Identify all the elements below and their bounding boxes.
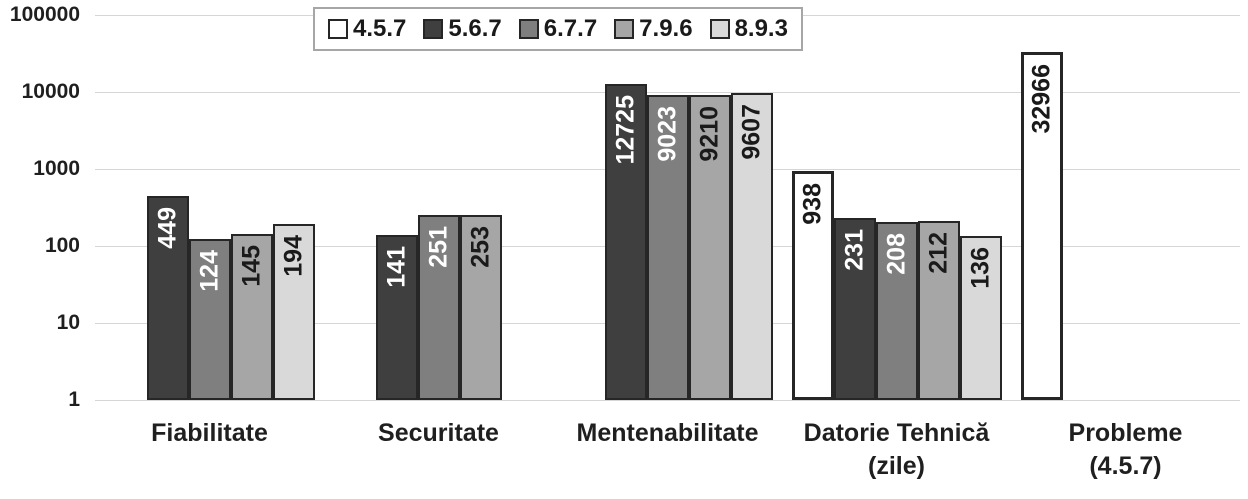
y-tick-label: 100 xyxy=(44,234,80,257)
legend-label: 6.7.7 xyxy=(543,15,598,42)
legend-entry-4.5.7: 4.5.7 xyxy=(328,17,406,41)
bar-6.7.7: 124 xyxy=(188,238,231,400)
bar-group-probleme: 32966 xyxy=(1011,15,1240,400)
x-category-label: Fiabilitate xyxy=(95,400,324,483)
bar-5.6.7: 141 xyxy=(375,234,418,400)
bar-value-label: 251 xyxy=(424,226,452,268)
legend-swatch-icon xyxy=(423,19,444,39)
bar-slot: 9607 xyxy=(730,93,773,400)
legend-label: 7.9.6 xyxy=(639,15,693,42)
bar-slot: 141 xyxy=(375,234,418,400)
bar-group-datorie-tehnic-: 938 231 208 212 136 xyxy=(782,15,1011,400)
legend-swatch-icon xyxy=(614,19,635,39)
bar-group-fiabilitate: 449 124 145 194 xyxy=(95,15,324,400)
bar-8.9.3: 9607 xyxy=(730,93,773,400)
bar-slot: 12725 xyxy=(604,83,647,400)
legend-entry-7.9.6: 7.9.6 xyxy=(614,15,693,42)
x-category-label: Securitate xyxy=(324,400,553,483)
bar-7.9.6: 9210 xyxy=(688,94,731,400)
bar-6.7.7: 9023 xyxy=(646,95,689,400)
x-category-label: Datorie Tehnică (zile) xyxy=(782,400,1011,483)
legend-entry-6.7.7: 6.7.7 xyxy=(518,15,598,42)
bar-value-label: 9607 xyxy=(737,104,765,160)
bar-group-securitate: 141 251 253 xyxy=(324,15,553,400)
y-axis: 100000 10000 1000 100 10 1 xyxy=(0,0,80,499)
bar-slot: 32966 xyxy=(1020,52,1063,400)
y-tick-label: 10000 xyxy=(21,80,80,103)
y-tick-label: 1 xyxy=(68,388,80,411)
bar-slot: 231 xyxy=(833,218,876,400)
bar-7.9.6: 145 xyxy=(230,233,273,400)
plot-area: 449 124 145 194 141 251 253 12725 9023 9210 9607 93… xyxy=(95,15,1240,401)
bar-value-label: 9210 xyxy=(695,105,723,162)
x-category-label-line1: Securitate xyxy=(378,419,499,447)
legend-swatch-icon xyxy=(328,19,348,39)
bar-slot: 124 xyxy=(188,238,231,400)
bar-5.6.7: 449 xyxy=(146,195,189,400)
bar-5.6.7: 231 xyxy=(833,218,876,400)
bar-slot: 449 xyxy=(146,195,189,400)
bar-7.9.6: 253 xyxy=(459,215,502,400)
bar-slot: 938 xyxy=(791,171,834,400)
legend-label: 4.5.7 xyxy=(353,15,407,42)
bar-value-label: 208 xyxy=(882,232,910,275)
bar-value-label: 9023 xyxy=(653,106,681,163)
bar-slot: 136 xyxy=(959,235,1002,400)
bar-8.9.3: 136 xyxy=(959,235,1002,400)
bar-value-label: 136 xyxy=(966,246,994,289)
x-category-label-line2: (4.5.7) xyxy=(1089,452,1162,480)
bar-value-label: 231 xyxy=(840,229,868,271)
bar-value-label: 12725 xyxy=(611,94,639,165)
gridline xyxy=(95,92,1240,93)
legend-entry-5.6.7: 5.6.7 xyxy=(423,15,502,42)
bar-value-label: 449 xyxy=(153,206,181,249)
x-category-label-line1: Mentenabilitate xyxy=(576,419,759,447)
bar-slot: 208 xyxy=(875,221,918,400)
bar-value-label: 141 xyxy=(382,245,410,288)
x-category-label: Probleme (4.5.7) xyxy=(1011,400,1240,483)
bar-7.9.6: 212 xyxy=(917,220,960,400)
bar-slot: 145 xyxy=(230,233,273,400)
bar-value-label: 938 xyxy=(798,183,826,225)
bar-groups: 449 124 145 194 141 251 253 12725 9023 9210 9607 93… xyxy=(95,15,1240,400)
legend-swatch-icon xyxy=(709,19,730,39)
bar-value-label: 212 xyxy=(924,231,952,274)
y-tick-label: 1000 xyxy=(33,157,80,180)
bar-4.5.7: 938 xyxy=(791,171,834,400)
y-tick-label: 10 xyxy=(56,311,80,334)
bar-4.5.7: 32966 xyxy=(1020,52,1063,400)
x-category-label-line1: Probleme xyxy=(1068,419,1183,447)
legend-entry-8.9.3: 8.9.3 xyxy=(709,15,788,42)
bar-6.7.7: 208 xyxy=(875,221,918,400)
x-category-label: Mentenabilitate xyxy=(553,400,782,483)
gridline xyxy=(95,400,1240,401)
bar-slot: 194 xyxy=(272,223,315,400)
legend-swatch-icon xyxy=(518,19,539,39)
y-tick-label: 100000 xyxy=(9,3,80,26)
bar-slot: 9210 xyxy=(688,94,731,400)
bar-value-label: 194 xyxy=(279,234,307,277)
bar-value-label: 253 xyxy=(466,226,494,268)
bar-group-mentenabilitate: 12725 9023 9210 9607 xyxy=(553,15,782,400)
legend-label: 8.9.3 xyxy=(734,15,788,42)
bar-value-label: 32966 xyxy=(1027,64,1055,134)
x-axis: Fiabilitate Securitate Mentenabilitate Dato… xyxy=(95,400,1240,483)
bar-slot: 212 xyxy=(917,220,960,400)
x-category-label-line2: (zile) xyxy=(868,452,925,480)
bar-value-label: 145 xyxy=(237,244,265,287)
bar-5.6.7: 12725 xyxy=(604,83,647,400)
bar-slot: 251 xyxy=(417,215,460,400)
bar-slot: 9023 xyxy=(646,95,689,400)
bar-6.7.7: 251 xyxy=(417,215,460,400)
legend: 4.5.7 5.6.7 6.7.7 7.9.6 8.9.3 xyxy=(313,7,803,51)
legend-label: 5.6.7 xyxy=(448,15,502,42)
bar-slot: 253 xyxy=(459,215,502,400)
x-category-label-line1: Datorie Tehnică xyxy=(803,419,990,447)
bar-8.9.3: 194 xyxy=(272,223,315,400)
x-category-label-line1: Fiabilitate xyxy=(151,419,268,447)
bar-value-label: 124 xyxy=(195,249,223,292)
